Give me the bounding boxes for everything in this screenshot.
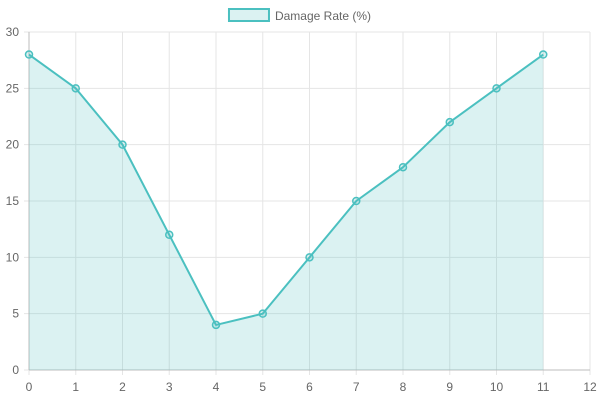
x-tick-label: 1 [72,380,79,394]
x-tick-label: 9 [446,380,453,394]
series-area-fill [29,54,544,371]
y-tick-label: 30 [6,25,20,39]
series-line [28,53,544,326]
y-tick-label: 10 [6,250,20,264]
data-point[interactable] [24,50,34,59]
x-tick-label: 8 [400,380,407,394]
axes [28,32,590,371]
data-point[interactable] [71,84,80,93]
x-tick-label: 4 [213,380,220,394]
y-tick-label: 25 [6,81,20,95]
x-tick-label: 5 [259,380,266,394]
data-point[interactable] [445,117,454,127]
x-tick-label: 0 [26,380,33,394]
x-tick-label: 6 [306,380,313,394]
data-point[interactable] [118,140,127,149]
data-point[interactable] [539,50,548,59]
legend-label[interactable]: Damage Rate (%) [275,9,371,23]
y-axis-ticks: 0 5 10 15 20 25 30 [6,25,20,377]
y-tick-label: 5 [12,307,19,321]
legend-swatch[interactable] [227,8,270,22]
data-point[interactable] [398,162,408,172]
y-tick-label: 20 [6,138,20,152]
series-layer [24,50,548,371]
data-point[interactable] [305,253,314,262]
y-tick-label: 0 [12,363,19,377]
data-point[interactable] [492,84,501,93]
x-tick-label: 3 [166,380,173,394]
x-axis-ticks: 0 1 2 3 4 5 6 7 8 9 10 11 12 [26,380,597,394]
x-tick-label: 10 [490,380,504,394]
data-point[interactable] [258,309,267,318]
x-tick-label: 11 [537,380,550,394]
x-tick-label: 2 [119,380,126,394]
data-point[interactable] [352,196,361,206]
data-point[interactable] [211,320,221,330]
x-tick-label: 12 [583,380,597,394]
data-point[interactable] [165,230,174,240]
x-tick-label: 7 [353,380,360,394]
legend[interactable]: Damage Rate (%) [227,8,371,23]
y-tick-label: 15 [6,194,20,208]
